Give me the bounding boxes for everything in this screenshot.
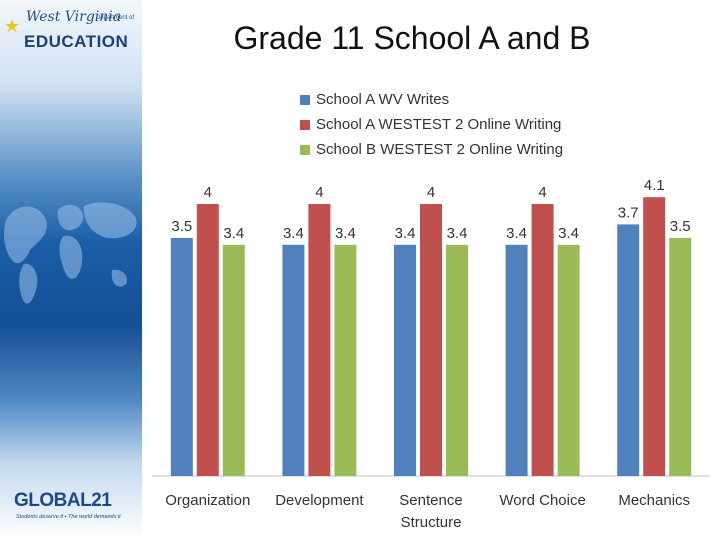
data-label-series-3-cat-5: 3.5 <box>670 218 691 235</box>
data-label-series-1-cat-3: 3.4 <box>395 225 416 242</box>
legend-label-series-a: School A WV Writes <box>316 91 450 108</box>
legend-item-series-b: School A WESTEST 2 Online Writing <box>300 112 563 137</box>
data-label-series-2-cat-5: 4.1 <box>644 177 665 194</box>
sidebar-banner: ★ West Virginia Department of EDUCATION … <box>0 0 142 540</box>
legend-swatch-series-c <box>300 144 310 155</box>
bar-series-3-cat-1 <box>222 244 245 476</box>
data-label-series-2-cat-3: 4 <box>427 184 435 201</box>
bar-series-1-cat-3 <box>394 244 416 476</box>
category-label-5: Mechanics <box>618 492 690 509</box>
bar-series-3-cat-5 <box>669 238 692 476</box>
global21-logo: GLOBAL21 Students deserve it • The world… <box>14 490 138 530</box>
logo-dept-text: Department of <box>96 15 135 21</box>
category-label-3: Sentence Structure <box>399 492 462 531</box>
data-label-series-1-cat-5: 3.7 <box>618 204 639 221</box>
global21-text: GLOBAL21 <box>14 490 112 511</box>
data-label-series-2-cat-2: 4 <box>315 184 323 201</box>
global21-tagline: Students deserve it • The world demands … <box>16 514 121 520</box>
legend-item-series-c: School B WESTEST 2 Online Writing <box>300 137 563 162</box>
bar-series-3-cat-2 <box>334 244 357 476</box>
data-label-series-2-cat-1: 4 <box>204 184 212 201</box>
legend-swatch-series-b <box>300 119 310 130</box>
category-label-1: Organization <box>165 492 250 509</box>
legend-swatch-series-a <box>300 94 310 105</box>
chart-legend: School A WV Writes School A WESTEST 2 On… <box>300 87 563 162</box>
data-label-series-1-cat-1: 3.5 <box>171 218 192 235</box>
bar-series-3-cat-3 <box>446 244 468 476</box>
bar-series-2-cat-2 <box>308 204 331 476</box>
legend-item-series-a: School A WV Writes <box>300 87 563 112</box>
world-map-graphic <box>4 202 137 304</box>
data-label-series-3-cat-1: 3.4 <box>223 225 244 242</box>
data-label-series-3-cat-4: 3.4 <box>558 225 579 242</box>
legend-label-series-b: School A WESTEST 2 Online Writing <box>316 116 562 133</box>
logo-script-text: West Virginia <box>26 9 122 25</box>
bar-series-3-cat-4 <box>557 244 580 476</box>
wv-education-logo: ★ West Virginia Department of EDUCATION <box>4 8 136 56</box>
bar-series-1-cat-2 <box>282 244 305 476</box>
bar-series-2-cat-3 <box>420 204 442 476</box>
category-label-2: Development <box>275 492 364 509</box>
bar-series-1-cat-1 <box>170 238 193 476</box>
bar-series-1-cat-5 <box>617 224 640 476</box>
chart-title: Grade 11 School A and B <box>233 20 591 56</box>
bar-series-1-cat-4 <box>505 244 528 476</box>
data-label-series-3-cat-2: 3.4 <box>335 225 356 242</box>
data-label-series-2-cat-4: 4 <box>538 184 546 201</box>
bar-series-2-cat-4 <box>531 204 554 476</box>
data-label-series-1-cat-2: 3.4 <box>283 225 304 242</box>
category-label-4: Word Choice <box>499 492 585 509</box>
legend-label-series-c: School B WESTEST 2 Online Writing <box>316 141 564 158</box>
bar-series-2-cat-1 <box>196 204 219 476</box>
logo-main-text: EDUCATION <box>24 32 129 51</box>
bar-series-2-cat-5 <box>643 197 666 476</box>
data-label-series-1-cat-4: 3.4 <box>506 225 527 242</box>
star-icon: ★ <box>4 16 21 36</box>
data-label-series-3-cat-3: 3.4 <box>447 225 468 242</box>
